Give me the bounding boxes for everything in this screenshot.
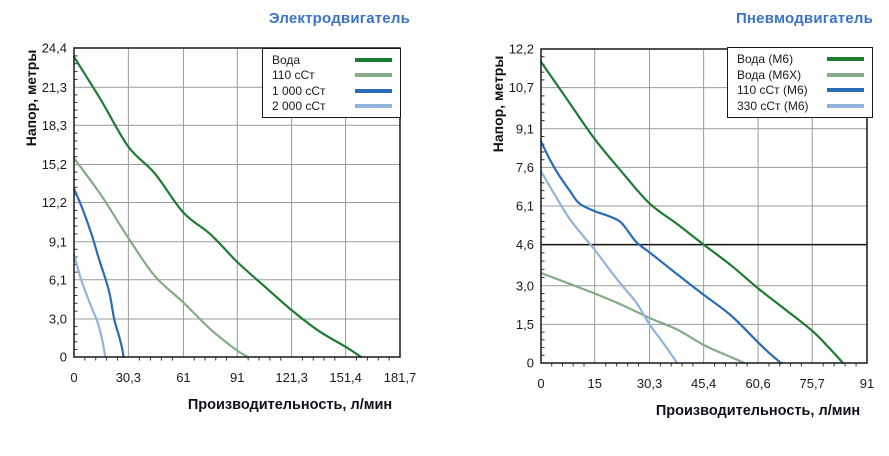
curve-pneumatic-motor-3 xyxy=(540,170,679,364)
x-tick-label: 30,3 xyxy=(637,376,662,391)
legend-item: Вода (М6Х) xyxy=(737,68,864,82)
y-tick-label: 4,6 xyxy=(516,237,534,252)
legend-label: Вода (М6) xyxy=(737,51,794,66)
x-tick-label: 30,3 xyxy=(116,370,141,385)
y-tick-label: 15,2 xyxy=(42,157,67,172)
y-tick-label: 12,2 xyxy=(42,195,67,210)
y-tick-label: 3,0 xyxy=(516,278,534,293)
y-tick-label: 0 xyxy=(60,350,67,365)
x-axis-label-electric: Производительность, л/мин xyxy=(187,397,393,413)
y-tick-label: 9,1 xyxy=(516,121,534,136)
legend-swatch-line xyxy=(827,104,864,109)
x-tick-label: 15 xyxy=(588,376,602,391)
plot-border xyxy=(540,48,868,364)
curve-electric-motor-1 xyxy=(73,157,250,358)
y-tick-label: 6,1 xyxy=(516,199,534,214)
legend-swatch-line xyxy=(827,72,864,77)
curve-pneumatic-motor-0 xyxy=(540,60,845,364)
legend-item: 110 сСт (М6) xyxy=(737,83,864,97)
y-tick-label: 1,5 xyxy=(516,317,534,332)
curve-electric-motor-2 xyxy=(73,187,125,358)
x-tick-label: 91 xyxy=(230,370,244,385)
x-axis-label-pneumatic: Производительность, л/мин xyxy=(655,403,861,419)
y-tick-label: 0 xyxy=(527,356,534,371)
curve-pneumatic-motor-1 xyxy=(540,271,746,364)
x-tick-label: 151,4 xyxy=(329,370,362,385)
legend-label: Вода xyxy=(272,52,301,67)
y-axis-label-pneumatic: Напор, метры xyxy=(490,55,506,153)
plot-border xyxy=(73,47,401,358)
y-tick-label: 7,6 xyxy=(516,160,534,175)
legend-swatch-line xyxy=(355,104,392,109)
x-tick-label: 91 xyxy=(860,376,874,391)
x-tick-label: 75,7 xyxy=(800,376,825,391)
y-tick-label: 10,7 xyxy=(509,80,534,95)
legend-swatch-line xyxy=(355,73,392,78)
chart-title-pneumatic: Пневмодвигатель xyxy=(735,10,873,27)
legend-label: 330 сСт (М6) xyxy=(737,99,809,114)
x-tick-label: 45,4 xyxy=(691,376,716,391)
legend-label: 110 сСт xyxy=(272,68,315,83)
x-tick-label: 60,6 xyxy=(745,376,770,391)
chart-title-electric: Электродвигатель xyxy=(268,10,410,27)
legend-swatch-line xyxy=(827,88,864,93)
y-tick-label: 3,0 xyxy=(49,312,67,327)
y-tick-label: 9,1 xyxy=(49,234,67,249)
legend-item: 110 сСт xyxy=(272,68,392,82)
legend-pneumatic: Вода (М6) Вода (М6Х) 110 сСт (М6) 330 сСт (… xyxy=(727,47,873,118)
curve-electric-motor-0 xyxy=(73,55,363,358)
legend-swatch-line xyxy=(355,88,392,93)
x-tick-label: 61 xyxy=(176,370,190,385)
curve-pneumatic-motor-2 xyxy=(540,140,783,364)
legend-label: 1 000 сСт xyxy=(272,83,326,98)
legend-label: 2 000 сСт xyxy=(272,99,326,114)
legend-electric: Вода 110 сСт 1 000 сСт 2 000 сСт xyxy=(262,48,401,118)
legend-item: 1 000 сСт xyxy=(272,84,392,98)
legend-item: Вода (М6) xyxy=(737,52,864,66)
x-tick-label: 0 xyxy=(537,376,544,391)
x-tick-label: 181,7 xyxy=(384,370,417,385)
x-tick-label: 0 xyxy=(70,370,77,385)
legend-swatch-line xyxy=(355,57,392,62)
legend-label: 110 сСт (М6) xyxy=(737,83,808,98)
curve-electric-motor-3 xyxy=(73,253,107,358)
legend-item: 330 сСт (М6) xyxy=(737,99,864,113)
legend-label: Вода (М6Х) xyxy=(737,67,802,82)
legend-item: Вода xyxy=(272,53,392,67)
legend-item: 2 000 сСт xyxy=(272,99,392,113)
legend-swatch-line xyxy=(827,56,864,61)
y-tick-label: 12,2 xyxy=(509,42,534,57)
y-tick-label: 21,3 xyxy=(42,80,67,95)
y-tick-label: 18,3 xyxy=(42,118,67,133)
y-tick-label: 6,1 xyxy=(49,272,67,287)
y-tick-label: 24,4 xyxy=(42,41,67,56)
y-axis-label-electric: Напор, метры xyxy=(23,49,39,147)
x-tick-label: 121,3 xyxy=(275,370,308,385)
